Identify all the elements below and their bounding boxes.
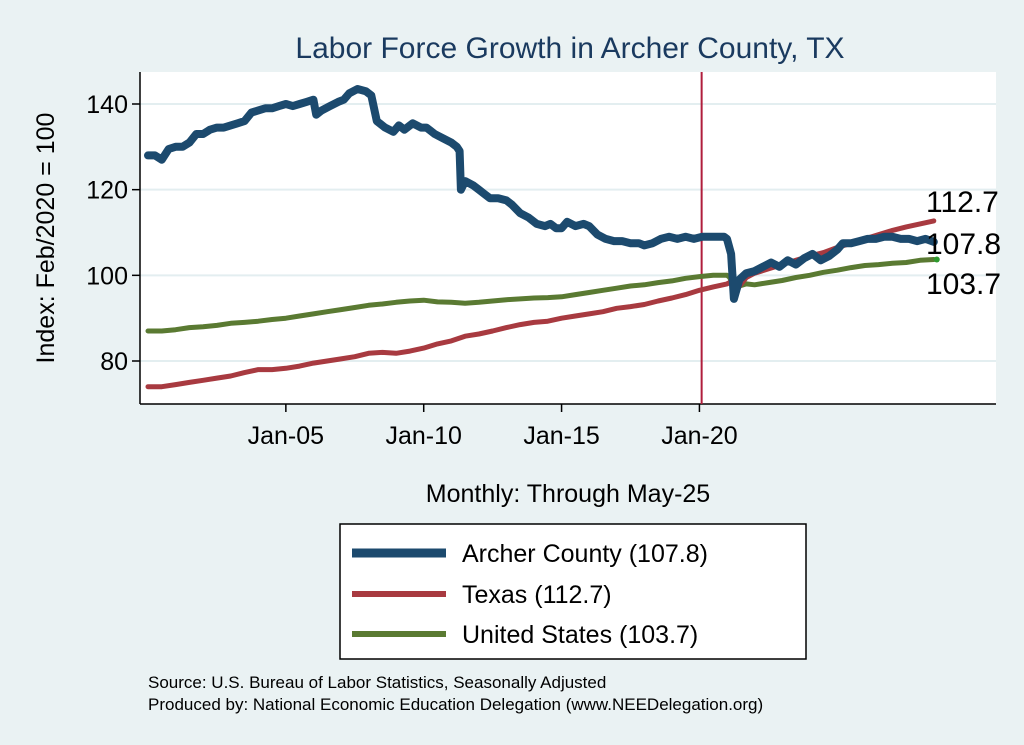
source-note: Source: U.S. Bureau of Labor Statistics,…: [148, 673, 606, 692]
legend: Archer County (107.8) Texas (112.7) United…: [339, 523, 807, 660]
produced-by-note: Produced by: National Economic Education…: [148, 695, 763, 714]
end-label-archer-county: 107.8: [926, 228, 1001, 261]
y-axis-ticks: 80 100 120 140: [86, 91, 140, 376]
x-tick-label-Jan-20: Jan-20: [661, 422, 737, 450]
series-line-archer-county: [144, 85, 938, 303]
united-states-end-marker: [933, 256, 940, 263]
y-tick-label-140: 140: [86, 91, 128, 119]
end-labels: 107.8 112.7 103.7: [926, 186, 1001, 301]
chart-title: Labor Force Growth in Archer County, TX: [295, 32, 844, 65]
y-axis-label: Index: Feb/2020 = 100: [32, 113, 60, 364]
x-axis-label: Monthly: Through May-25: [426, 480, 710, 508]
x-tick-label-Jan-05: Jan-05: [248, 422, 324, 450]
y-tick-label-100: 100: [86, 262, 128, 290]
x-tick-label-Jan-10: Jan-10: [385, 422, 461, 450]
series-line-united-states: [145, 257, 937, 334]
end-label-texas: 112.7: [926, 186, 999, 219]
y-tick-label-80: 80: [100, 348, 128, 376]
legend-label-archer-county: Archer County (107.8): [462, 540, 708, 568]
x-axis-ticks: Jan-05 Jan-10 Jan-15 Jan-20: [248, 404, 738, 450]
series-lines: [144, 85, 940, 390]
end-label-united-states: 103.7: [926, 268, 1001, 301]
y-tick-label-120: 120: [86, 177, 128, 205]
x-tick-label-Jan-15: Jan-15: [523, 422, 599, 450]
plot-area: [140, 72, 996, 404]
legend-label-united-states: United States (103.7): [462, 621, 698, 649]
legend-label-texas: Texas (112.7): [462, 581, 612, 609]
